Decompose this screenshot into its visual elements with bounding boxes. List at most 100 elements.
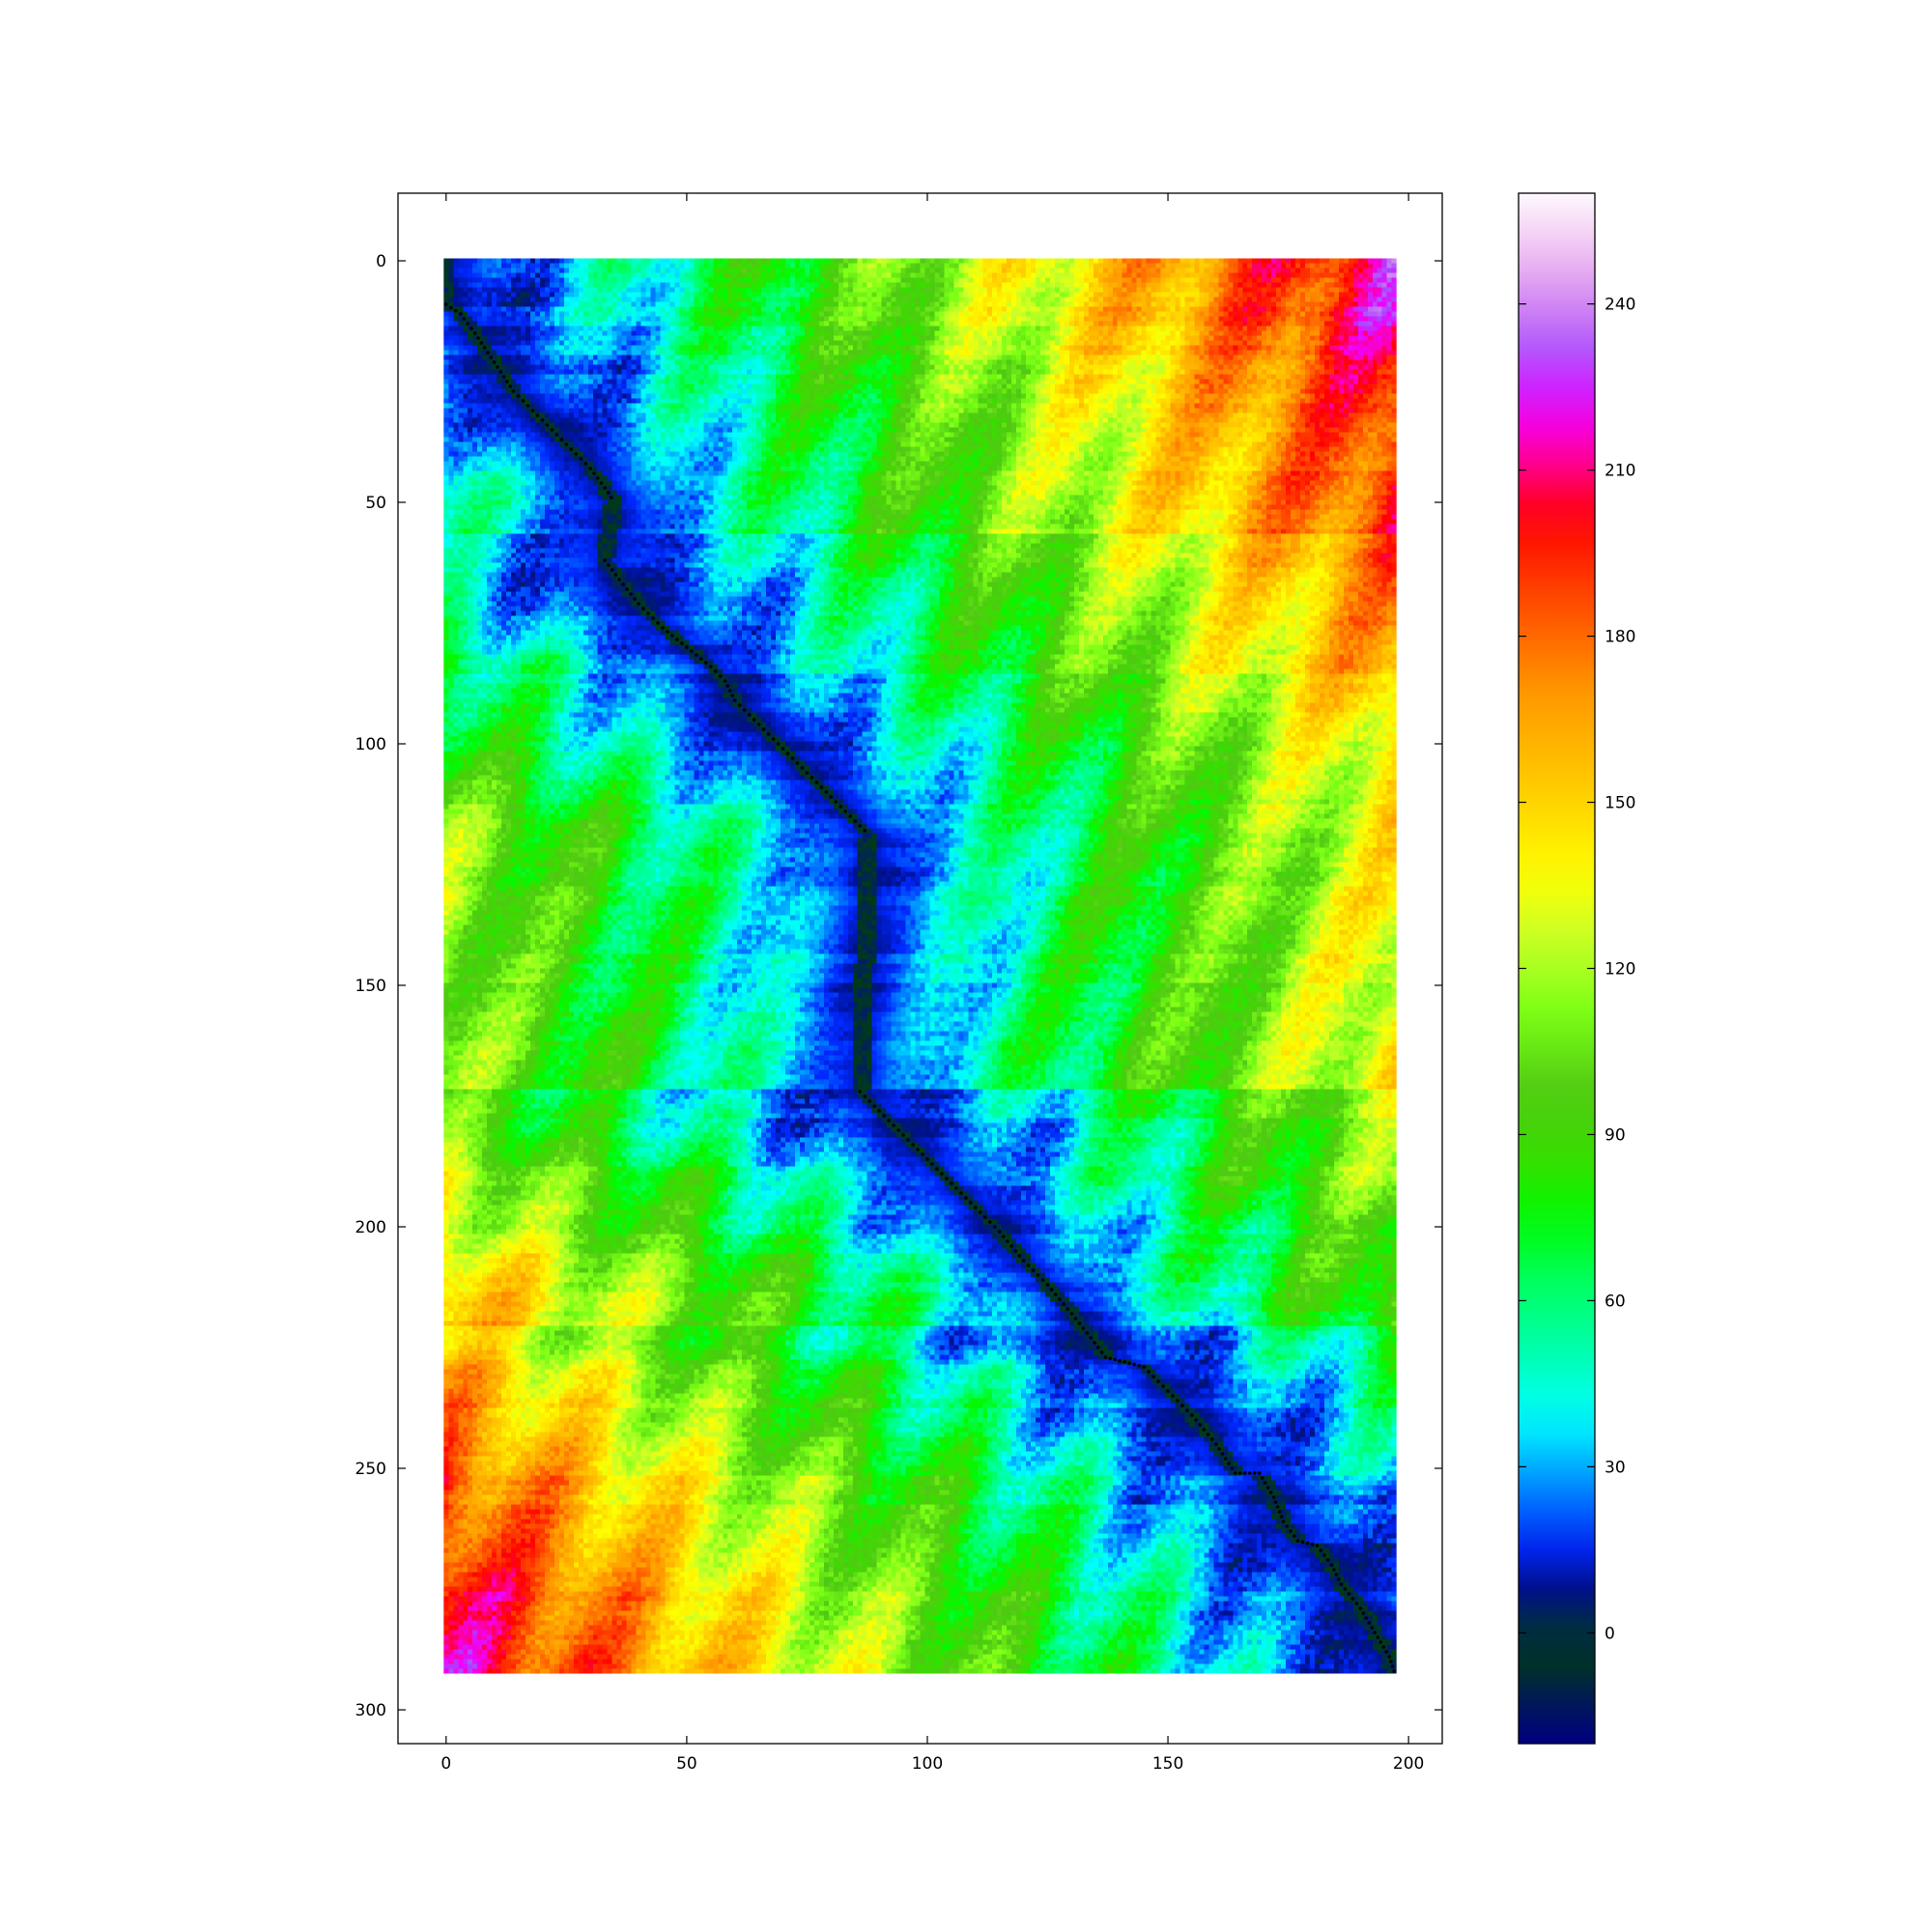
heatmap-axes: 0 50 100 150 200 0 50 100 150 200 250 300: [355, 192, 1443, 1774]
warping-path-point: [795, 761, 800, 765]
warping-path-point: [1009, 1244, 1013, 1248]
warping-path-point: [954, 1186, 958, 1190]
warping-path-point: [901, 1133, 905, 1137]
colorbar: 0 30 60 90 120 150 180 210 240: [1518, 192, 1635, 1745]
warping-path-point: [1370, 1626, 1375, 1630]
warping-path-point: [1224, 1457, 1228, 1461]
warping-path-point: [848, 814, 853, 818]
warping-path-point: [1214, 1442, 1218, 1446]
warping-path-point: [535, 413, 540, 417]
y-tick-label: 300: [355, 1701, 386, 1720]
warping-path-point: [607, 563, 611, 567]
warping-path-point: [1054, 1293, 1058, 1296]
warping-path-point: [1361, 1611, 1366, 1615]
warping-path-point: [805, 771, 810, 775]
warping-path-point: [1389, 1660, 1393, 1663]
y-tick-label: 150: [355, 977, 386, 996]
warping-path-point: [458, 312, 463, 316]
warping-path-point: [1017, 1254, 1022, 1258]
warping-path-point: [1339, 1582, 1344, 1586]
colorbar-tick-label: 120: [1605, 960, 1635, 980]
warping-path-point: [945, 1177, 949, 1180]
warping-path-point: [516, 394, 521, 398]
warping-path-point: [742, 708, 747, 712]
warping-path-point: [1376, 1635, 1380, 1639]
warping-path-point: [992, 1225, 997, 1229]
warping-path-point: [921, 1152, 924, 1156]
warping-path-point: [1026, 1264, 1031, 1267]
warping-path-point: [680, 641, 684, 645]
warping-path-point: [579, 457, 583, 461]
warping-path-point: [508, 384, 513, 388]
warping-path-point: [1271, 1495, 1276, 1499]
warping-path-point: [982, 1215, 987, 1219]
warping-path-point: [610, 496, 613, 499]
warping-path-point: [479, 341, 484, 345]
warping-path-point: [935, 1167, 939, 1171]
warping-path-point: [466, 322, 470, 326]
warping-path-point: [723, 679, 727, 683]
warping-path-point: [554, 433, 559, 437]
warping-path-point: [511, 389, 516, 393]
x-axis-ticks: 0 50 100 150 200: [440, 193, 1424, 1774]
warping-path-point: [1176, 1399, 1179, 1403]
warping-path-point: [666, 630, 669, 634]
warping-path-point: [781, 747, 785, 751]
warping-path-point: [498, 370, 503, 374]
warping-path-point: [1194, 1418, 1198, 1422]
colorbar-tick-label: 180: [1605, 628, 1635, 647]
warping-path-point: [1132, 1362, 1136, 1367]
warping-path-point: [756, 723, 761, 726]
y-tick-label: 0: [376, 252, 386, 271]
warping-path-point: [1137, 1363, 1141, 1368]
warping-path-point: [613, 573, 618, 577]
warping-path-point: [877, 1109, 881, 1113]
warping-path-point: [1049, 1288, 1054, 1292]
warping-path-point: [1265, 1486, 1270, 1490]
warping-path-point: [469, 327, 473, 330]
warping-path-point: [1268, 1491, 1273, 1494]
warping-path-point: [1289, 1529, 1293, 1533]
warping-path-point: [1062, 1302, 1065, 1306]
warping-path-point: [1260, 1476, 1264, 1480]
warping-path-point: [1273, 1500, 1278, 1504]
x-tick-label: 200: [1393, 1754, 1424, 1774]
warping-path-point: [1281, 1520, 1286, 1523]
warping-path-point: [1118, 1358, 1122, 1363]
warping-path-point: [911, 1143, 915, 1147]
warping-path-point: [646, 611, 650, 615]
warping-path-point: [1198, 1423, 1203, 1427]
warping-path-point: [633, 597, 637, 601]
warping-path-point: [641, 607, 645, 611]
warping-path-point: [1300, 1540, 1305, 1545]
warping-path-point: [1040, 1278, 1045, 1282]
warping-path-point: [766, 732, 771, 736]
warping-path-point: [730, 694, 735, 697]
warping-path-point: [492, 360, 497, 364]
y-tick-label: 50: [365, 494, 386, 513]
warping-path-point: [718, 674, 723, 678]
warping-path-point: [1237, 1471, 1242, 1475]
warping-path-point: [1305, 1541, 1310, 1546]
warping-path-point: [1081, 1326, 1086, 1330]
warping-path-point: [1350, 1597, 1355, 1601]
warping-path-point: [872, 1104, 876, 1108]
warping-path-point: [1036, 1273, 1040, 1277]
warping-path-point: [829, 795, 834, 799]
warping-path-point: [505, 380, 509, 384]
warping-path-point: [621, 582, 625, 586]
warping-path-point: [1206, 1433, 1210, 1436]
warping-path-point: [819, 785, 824, 789]
warping-path-point: [1277, 1510, 1282, 1514]
warping-path-point: [1127, 1361, 1131, 1366]
warping-path-point: [727, 689, 732, 693]
warping-path-point: [1329, 1563, 1334, 1567]
warping-path-point: [1319, 1548, 1323, 1552]
colorbar-tick-label: 210: [1605, 462, 1635, 481]
warping-path-point: [892, 1123, 895, 1127]
warping-path-point: [595, 476, 600, 480]
warping-path-point: [761, 727, 766, 731]
warping-path-point: [896, 1128, 900, 1132]
warping-path-point: [1122, 1360, 1127, 1364]
warping-path-point: [747, 713, 752, 717]
